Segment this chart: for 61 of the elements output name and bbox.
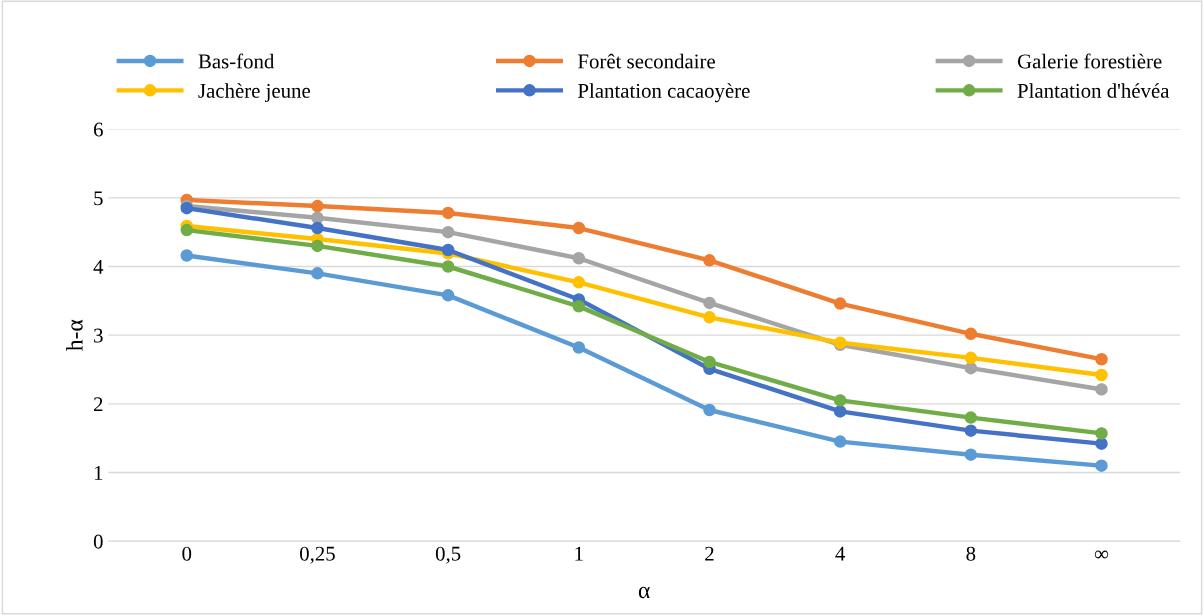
point [1095,383,1108,396]
legend-label: Plantation cacaoyère [578,83,750,103]
y-tick-label: 0 [93,534,103,549]
point [1095,459,1108,472]
point [572,276,586,289]
point [833,394,847,407]
point [311,267,324,280]
point [1095,352,1108,366]
point [311,199,324,213]
x-tick-label: 2 [705,546,714,561]
point [703,311,716,324]
point [703,296,716,310]
point [964,351,978,365]
point [572,221,586,235]
point [180,249,194,262]
point [964,411,978,424]
point [311,211,324,224]
x-tick-label: 0,25 [300,546,335,564]
point [964,361,978,375]
point [833,435,847,448]
point [572,300,586,313]
point [180,223,194,237]
point [703,355,716,369]
point [964,424,978,437]
legend-label: Plantation d'hévéa [1017,83,1170,98]
point [833,297,847,310]
point [703,403,716,417]
x-tick-label: ∞ [1094,550,1109,559]
point [1095,437,1108,450]
legend-label: Forêt secondaire [578,53,715,69]
y-tick-label: 6 [93,122,103,137]
point [441,206,455,220]
point [441,225,455,239]
point [572,341,586,354]
y-tick-label: 3 [94,328,103,343]
y-axis-title: h-α [66,319,83,351]
x-tick-label: 0,5 [435,546,461,564]
point [311,239,324,253]
point [572,252,586,265]
point [964,327,978,341]
x-tick-label: 0 [182,546,192,561]
x-tick-label: 4 [835,546,846,561]
legend-label: Bas-fond [198,53,275,69]
point [964,448,978,461]
legend-label: Jachère jeune [198,83,311,103]
y-tick-label: 4 [93,260,104,274]
y-tick-label: 1 [94,466,103,480]
y-tick-label: 5 [94,191,103,206]
y-tick-label: 2 [94,397,103,412]
x-tick-label: 8 [966,546,976,561]
point [441,289,455,302]
point [703,254,716,267]
point [311,221,324,235]
point [441,260,455,273]
point [1095,368,1108,382]
point [441,243,455,257]
x-tick-label: 1 [575,546,583,561]
legend-label: Galerie forestière [1017,53,1162,69]
x-axis-title: α [638,586,650,599]
point [1095,427,1108,440]
point [833,405,847,418]
